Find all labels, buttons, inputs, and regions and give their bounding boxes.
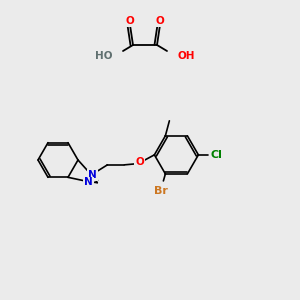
Text: Cl: Cl [210,150,222,160]
Text: OH: OH [178,51,196,61]
Text: O: O [156,16,164,26]
Text: O: O [126,16,134,26]
Text: O: O [135,157,144,167]
Text: Br: Br [154,186,168,196]
Text: N: N [88,170,97,180]
Text: N: N [84,178,93,188]
Text: HO: HO [95,51,113,61]
